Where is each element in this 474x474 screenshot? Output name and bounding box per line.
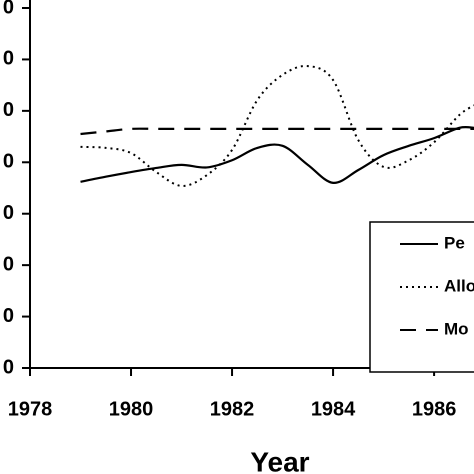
line xyxy=(80,125,474,184)
x-tick-label: 1978 xyxy=(8,398,53,420)
y-tick-label: 0 xyxy=(3,305,14,327)
y-tick-label: 0 xyxy=(3,0,14,18)
x-tick-label: 1982 xyxy=(210,398,255,420)
y-tick-label: 0 xyxy=(3,202,14,224)
x-axis-title: Year xyxy=(250,446,309,474)
legend-label: Allo xyxy=(444,276,474,295)
x-tick-label: 1984 xyxy=(311,398,356,420)
legend-box xyxy=(369,221,474,373)
y-tick-label: 0 xyxy=(3,48,14,70)
y-tick-label: 0 xyxy=(3,99,14,121)
y-tick-label: 0 xyxy=(3,356,14,378)
y-tick-label: 0 xyxy=(3,253,14,275)
line xyxy=(80,65,474,187)
legend-label: Pe xyxy=(444,233,465,252)
x-tick-label: 1980 xyxy=(109,398,154,420)
x-tick-label: 1986 xyxy=(412,398,457,420)
legend-label: Mo xyxy=(444,319,469,338)
line xyxy=(80,127,474,136)
y-tick-label: 0 xyxy=(3,151,14,173)
